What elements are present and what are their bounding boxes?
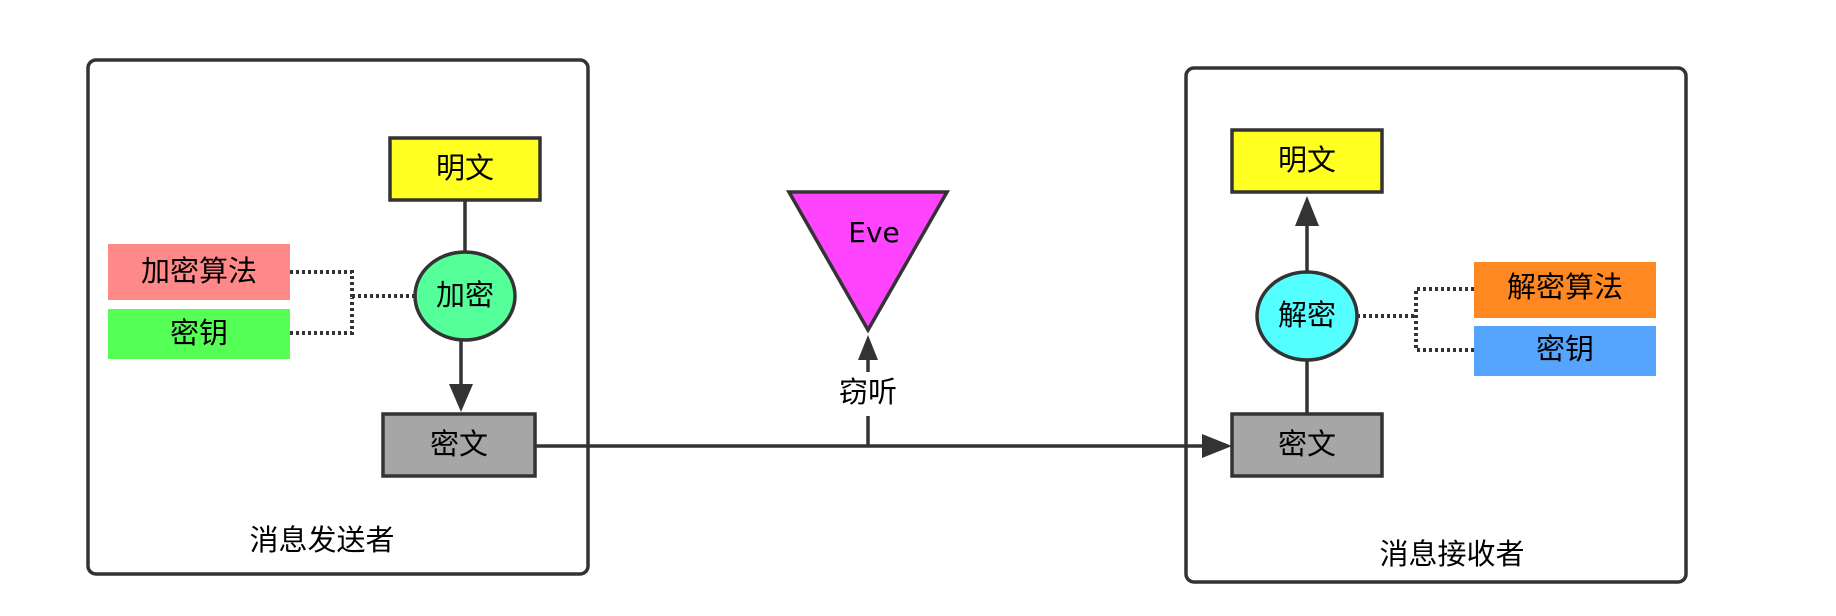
decrypt-algorithm-connector [1414, 287, 1474, 316]
eavesdrop-label: 窃听 [839, 375, 897, 409]
encrypt-key-connector [290, 298, 354, 335]
eve-label: Eve [848, 216, 900, 249]
sender-caption: 消息发送者 [249, 523, 394, 557]
sender-frame [86, 58, 590, 576]
decrypt-to-plaintext-arrowhead [1295, 196, 1319, 226]
encrypt-label: 加密 [436, 278, 494, 312]
decrypt-algorithm-box [1474, 262, 1656, 318]
receiver-plaintext-box [1230, 128, 1384, 194]
eavesdrop-arrowhead [858, 335, 878, 360]
encrypt-algorithm-label: 加密算法 [141, 254, 257, 288]
decrypt-key-label: 密钥 [1536, 332, 1594, 366]
encrypt-algorithm-connector [290, 270, 354, 298]
receiver-plaintext-label: 明文 [1278, 143, 1336, 177]
receiver-caption: 消息接收者 [1379, 537, 1524, 571]
decrypt-key-connector [1414, 316, 1474, 352]
sender-ciphertext-label: 密文 [430, 427, 488, 461]
receiver-frame [1184, 66, 1688, 584]
eve-node [785, 190, 951, 334]
encrypt-key-box [108, 309, 290, 359]
sender-plaintext-label: 明文 [436, 151, 494, 185]
encrypt-algorithm-box [108, 244, 290, 300]
transmission-arrowhead [1202, 434, 1232, 458]
sender-ciphertext-box [381, 412, 537, 478]
receiver-ciphertext-box [1230, 412, 1384, 478]
decrypt-label: 解密 [1278, 298, 1336, 332]
encrypt-key-label: 密钥 [170, 316, 228, 350]
decrypt-key-box [1474, 326, 1656, 376]
encrypt-to-ciphertext-arrowhead [449, 384, 473, 412]
receiver-ciphertext-label: 密文 [1278, 427, 1336, 461]
decrypt-algorithm-label: 解密算法 [1507, 270, 1623, 304]
